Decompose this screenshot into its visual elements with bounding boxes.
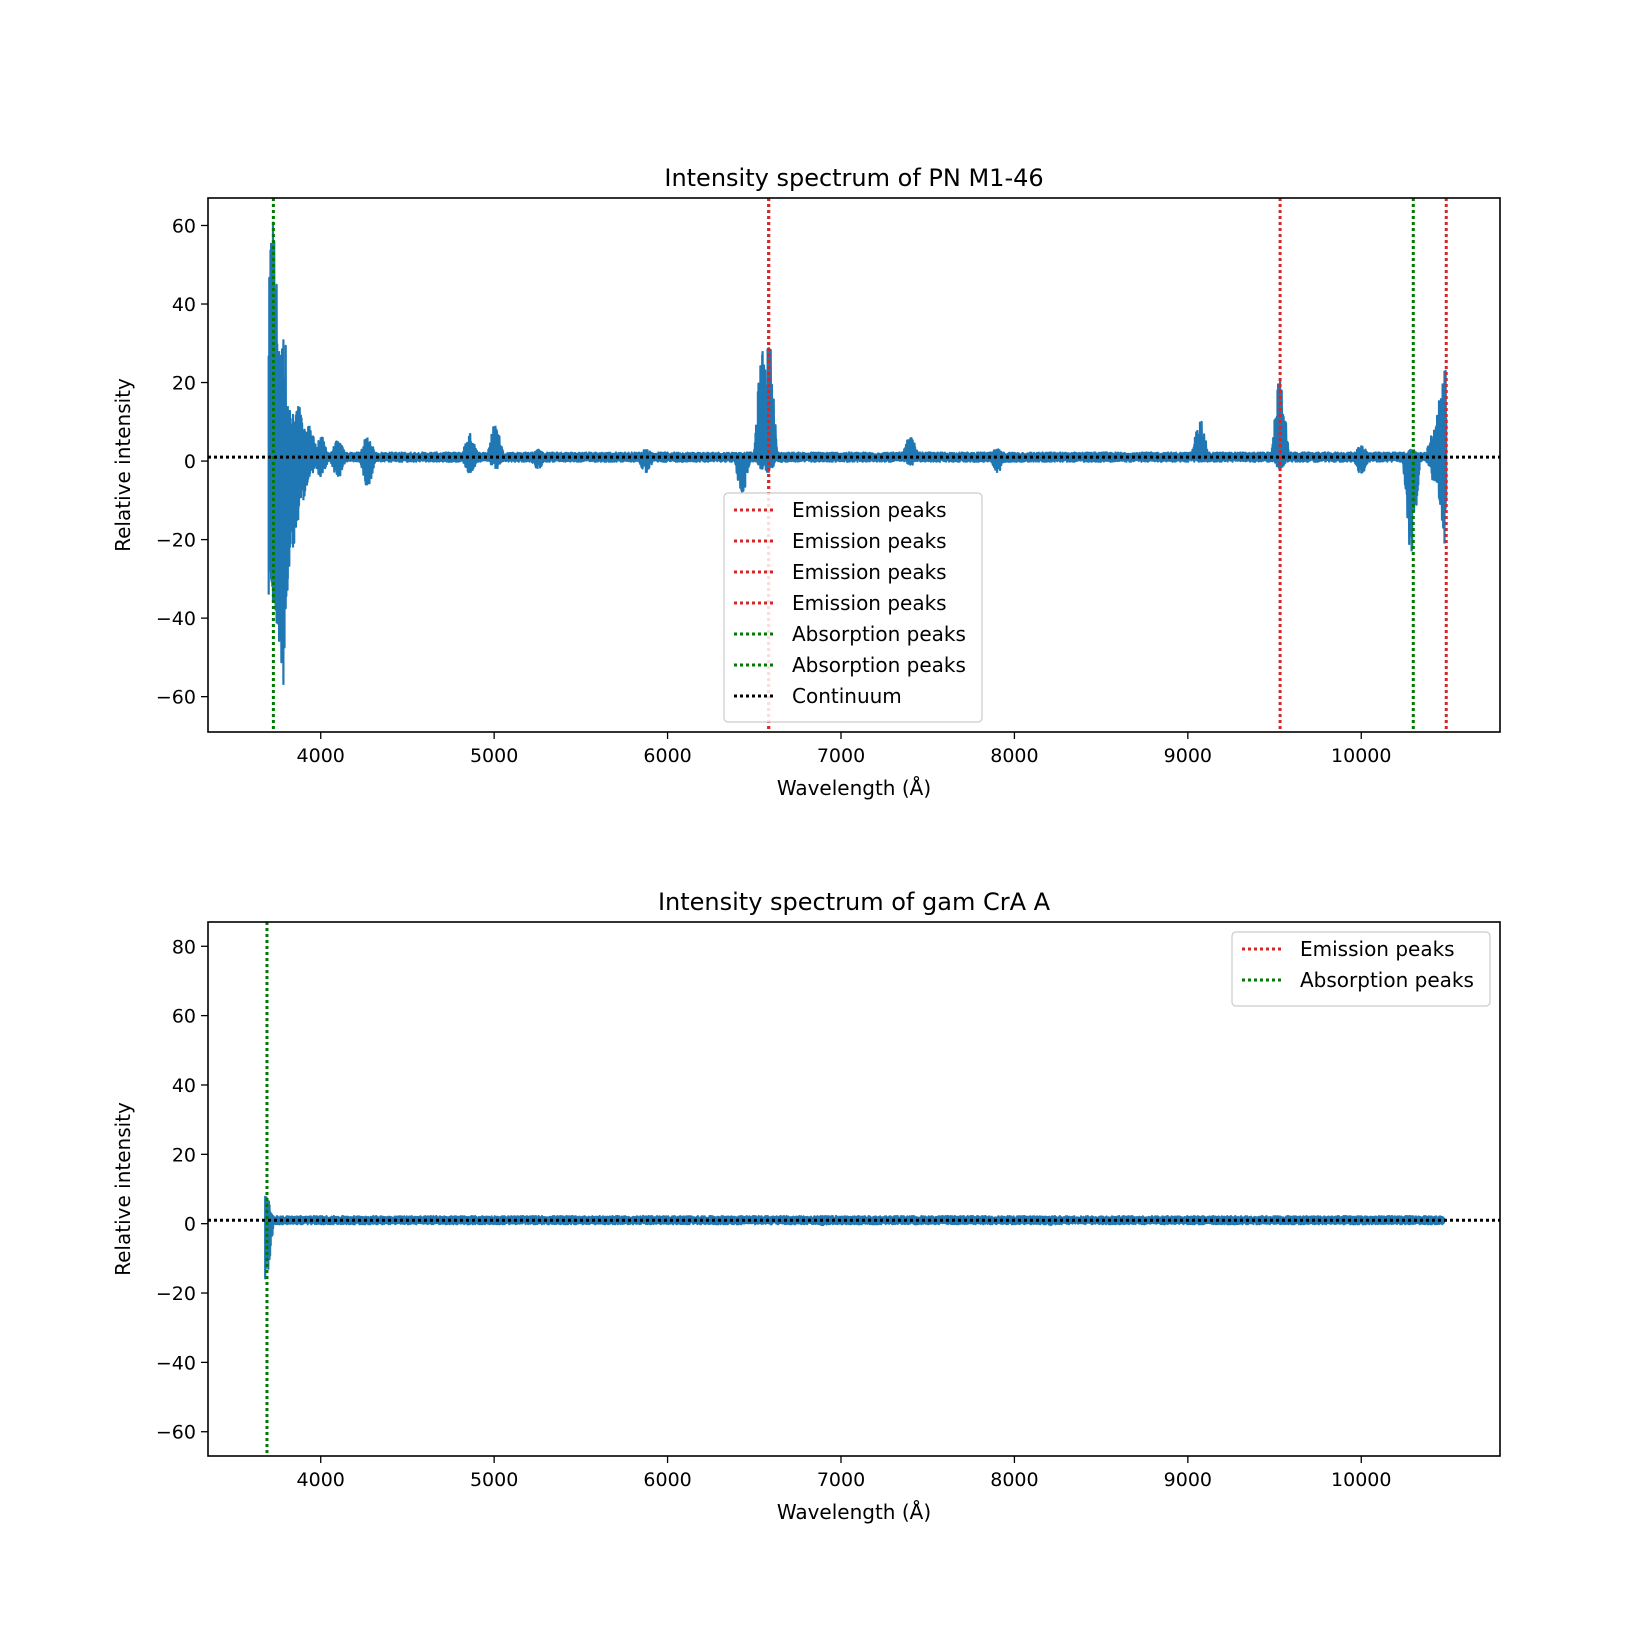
chart-2-legend-box	[1231, 931, 1491, 1007]
chart-1-xtick-label-4000: 4000	[297, 745, 345, 767]
chart-2-ytick-label-60: 60	[172, 1006, 196, 1028]
chart-2-ytick-label--60: −60	[156, 1422, 196, 1444]
chart-1-xtick-label-8000: 8000	[990, 745, 1038, 767]
chart-2-xtick-label-5000: 5000	[470, 1469, 518, 1491]
chart-2-xlabel: Wavelength (Å)	[777, 1500, 931, 1524]
chart-2-ytick-label-40: 40	[172, 1075, 196, 1097]
chart-1-legend-label-6: Absorption peaks	[792, 653, 966, 677]
chart-1-ytick-label-60: 60	[172, 215, 196, 237]
chart-1-ytick-label-20: 20	[172, 373, 196, 395]
chart-1-legend-label-5: Absorption peaks	[792, 622, 966, 646]
chart-2-axes-frame	[207, 921, 1501, 1457]
chart-1-ytick-label--60: −60	[156, 687, 196, 709]
chart-1-ylabel: Relative intensity	[111, 378, 135, 552]
chart-2-ytick-label-20: 20	[172, 1144, 196, 1166]
chart-2-xtick-label-4000: 4000	[297, 1469, 345, 1491]
chart-1-axes-frame	[207, 197, 1501, 733]
chart-1-xlabel: Wavelength (Å)	[777, 776, 931, 800]
chart-2-xtick-label-10000: 10000	[1331, 1469, 1391, 1491]
chart-1-xtick-label-7000: 7000	[817, 745, 865, 767]
chart-2-ytick-label--20: −20	[156, 1283, 196, 1305]
chart-2-ytick-label--40: −40	[156, 1352, 196, 1374]
chart-2-legend-label-2: Absorption peaks	[1300, 968, 1474, 992]
chart-1-legend-box	[723, 492, 983, 723]
chart-1-legend-label-4: Emission peaks	[792, 591, 947, 615]
chart-2-xtick-label-6000: 6000	[643, 1469, 691, 1491]
chart-1-ytick-label--20: −20	[156, 530, 196, 552]
chart-1-ytick-label-0: 0	[184, 451, 196, 473]
chart-1-legend-label-2: Emission peaks	[792, 529, 947, 553]
chart-2-xtick-label-7000: 7000	[817, 1469, 865, 1491]
chart-2-title: Intensity spectrum of gam CrA A	[658, 888, 1051, 916]
chart-2-plot-area	[208, 922, 1500, 1456]
chart-1-ytick-label-40: 40	[172, 294, 196, 316]
chart-1-legend-label-3: Emission peaks	[792, 560, 947, 584]
chart-2-legend: Emission peaks Absorption peaks	[1231, 931, 1491, 1007]
chart-1-legend: Emission peaks Emission peaks Emission pea…	[723, 492, 983, 723]
chart-2-ylabel: Relative intensity	[111, 1102, 135, 1276]
top-chart-panel: Intensity spectrum of PN M1-46 4000 5000 60…	[111, 164, 1501, 800]
chart-1-xtick-label-9000: 9000	[1164, 745, 1212, 767]
bottom-chart-panel: Intensity spectrum of gam CrA A 4000 5000 6…	[111, 888, 1501, 1524]
chart-1-title: Intensity spectrum of PN M1-46	[664, 164, 1043, 192]
chart-1-legend-label-1: Emission peaks	[792, 498, 947, 522]
chart-2-xtick-label-9000: 9000	[1164, 1469, 1212, 1491]
chart-1-xtick-label-6000: 6000	[643, 745, 691, 767]
chart-2-ytick-label-0: 0	[184, 1214, 196, 1236]
chart-1-ytick-label--40: −40	[156, 608, 196, 630]
chart-1-xtick-label-10000: 10000	[1331, 745, 1391, 767]
chart-2-ytick-label-80: 80	[172, 936, 196, 958]
chart-1-xtick-label-5000: 5000	[470, 745, 518, 767]
chart-2-legend-label-1: Emission peaks	[1300, 937, 1455, 961]
chart-2-xtick-label-8000: 8000	[990, 1469, 1038, 1491]
chart-1-legend-label-7: Continuum	[792, 684, 902, 708]
